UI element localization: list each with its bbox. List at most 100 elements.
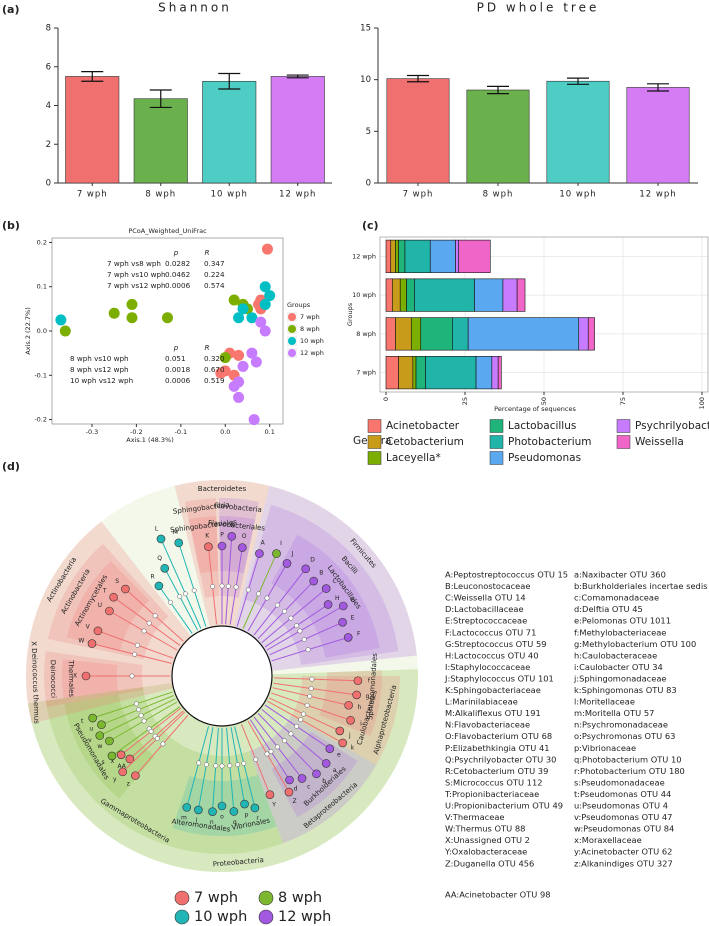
stat-cell: 10 wph vs12 wph — [70, 376, 133, 385]
legend-label: Psychrilyobacter — [635, 420, 709, 432]
tree-node — [160, 563, 170, 573]
y-tick-label: 10 wph — [352, 291, 376, 299]
tree-node-inner — [146, 620, 152, 626]
tree-node — [301, 564, 311, 574]
bar — [466, 89, 530, 184]
node-label: s — [102, 759, 105, 766]
clade-wedge — [64, 694, 155, 799]
tree-node-inner — [177, 594, 183, 599]
y-tick-label: 8 wph — [356, 330, 376, 338]
tree-node — [297, 774, 307, 783]
key-entry: l:Moritellaceae — [574, 697, 635, 707]
tree-node-inner — [264, 595, 270, 601]
key-entry: AA:Acinetobacter OTU 98 — [445, 890, 551, 900]
key-entry: V:Thermaceae — [445, 812, 505, 822]
key-entry: M:Alkaliflexus OTU 191 — [445, 708, 541, 718]
key-entry: s:Pseudomonadaceae — [574, 777, 665, 787]
node-label: J — [291, 550, 294, 557]
bar-segment — [412, 356, 417, 390]
key-entry: z:Alkanindiges OTU 327 — [574, 858, 673, 868]
bar-segment — [415, 356, 426, 390]
y-tick-label: 7 wph — [356, 369, 376, 377]
legend-swatch — [288, 313, 296, 321]
clade-wedge — [62, 659, 119, 699]
node-label: M — [173, 529, 178, 536]
node-label: w — [97, 743, 102, 750]
tree-branch — [242, 553, 277, 629]
tree-node — [217, 801, 227, 811]
legend-label: 12 wph — [278, 909, 331, 925]
tree-node — [309, 576, 318, 586]
tree-branch — [247, 720, 290, 793]
node-label: j — [348, 732, 351, 739]
node-label: P — [220, 532, 224, 539]
tree-node — [343, 633, 353, 642]
tree-node — [109, 592, 118, 602]
tree-branch — [212, 727, 219, 812]
bar-segment — [398, 356, 414, 390]
stat-cell: 8 wph vs12 wph — [70, 365, 129, 374]
node-label: e — [337, 751, 341, 758]
key-entry: u:Pseudomonas OTU 4 — [574, 801, 668, 811]
panel-label: (c) — [362, 219, 379, 232]
key-entry: D:Lactobacillaceae — [445, 604, 524, 614]
tree-node — [353, 676, 363, 686]
clade-wedge — [66, 560, 150, 651]
tree-node-inner — [134, 642, 140, 648]
bar-segment — [398, 239, 406, 273]
tree-node — [312, 769, 321, 779]
clade-wedge — [47, 543, 169, 660]
tree-node — [88, 713, 97, 723]
legend-label: 10 wph — [300, 337, 324, 345]
bar-segment — [497, 356, 502, 390]
node-label: A — [261, 540, 266, 547]
node-label: c — [307, 784, 310, 791]
x-tick-label: 8 wph — [483, 190, 514, 200]
x-tick-label: 7 wph — [77, 190, 108, 200]
node-label: T — [102, 587, 107, 594]
tree-node-inner — [219, 763, 225, 769]
chart-title: Shannon — [158, 1, 232, 15]
tree-node — [229, 807, 239, 816]
point — [259, 281, 271, 293]
tree-node-inner — [133, 701, 139, 707]
tree-node — [338, 618, 347, 627]
bar-segment — [385, 317, 396, 351]
key-entry: F:Lactococcus OTU 71 — [445, 627, 536, 637]
bar-segment — [458, 239, 491, 273]
legend-label: Pseudomonas — [508, 452, 581, 464]
tree-node — [321, 584, 331, 593]
tree-node — [285, 775, 294, 785]
node-label: G — [350, 597, 355, 604]
clade-wedge — [225, 774, 277, 836]
point — [264, 290, 276, 302]
key-entry: W:Thermus OTU 88 — [445, 824, 525, 834]
tree-node — [174, 538, 184, 548]
legend-swatch — [367, 419, 382, 433]
node-label: S — [115, 578, 119, 585]
x-tick-label: 8 wph — [145, 190, 176, 200]
bar-segment — [429, 239, 456, 273]
tree-node — [81, 671, 91, 681]
legend-label: Lactobacillus — [508, 420, 576, 432]
tree-branch — [186, 726, 210, 808]
legend-swatch — [489, 451, 504, 465]
bar-segment — [420, 317, 453, 351]
tree-node-inner — [294, 723, 300, 729]
legend-swatch — [489, 419, 504, 433]
tree-branch — [122, 711, 185, 773]
point — [55, 314, 67, 326]
key-entry: T:Propionibacteriaceae — [444, 789, 539, 799]
key-entry: U:Propionibacterium OTU 49 — [445, 801, 563, 811]
node-label: l — [196, 817, 198, 824]
key-entry: v:Pseudomonas OTU 47 — [574, 812, 672, 822]
node-label: L — [155, 525, 159, 532]
key-entry: w:Pseudomonas OTU 84 — [574, 824, 674, 834]
point — [228, 294, 240, 306]
x-tick-label: 0.0 — [220, 428, 230, 436]
key-entry: g:Methylobacterium OTU 100 — [574, 639, 696, 649]
node-label: Z — [292, 798, 296, 805]
clade-wedge — [234, 485, 417, 671]
tree-node-inner — [298, 717, 304, 723]
